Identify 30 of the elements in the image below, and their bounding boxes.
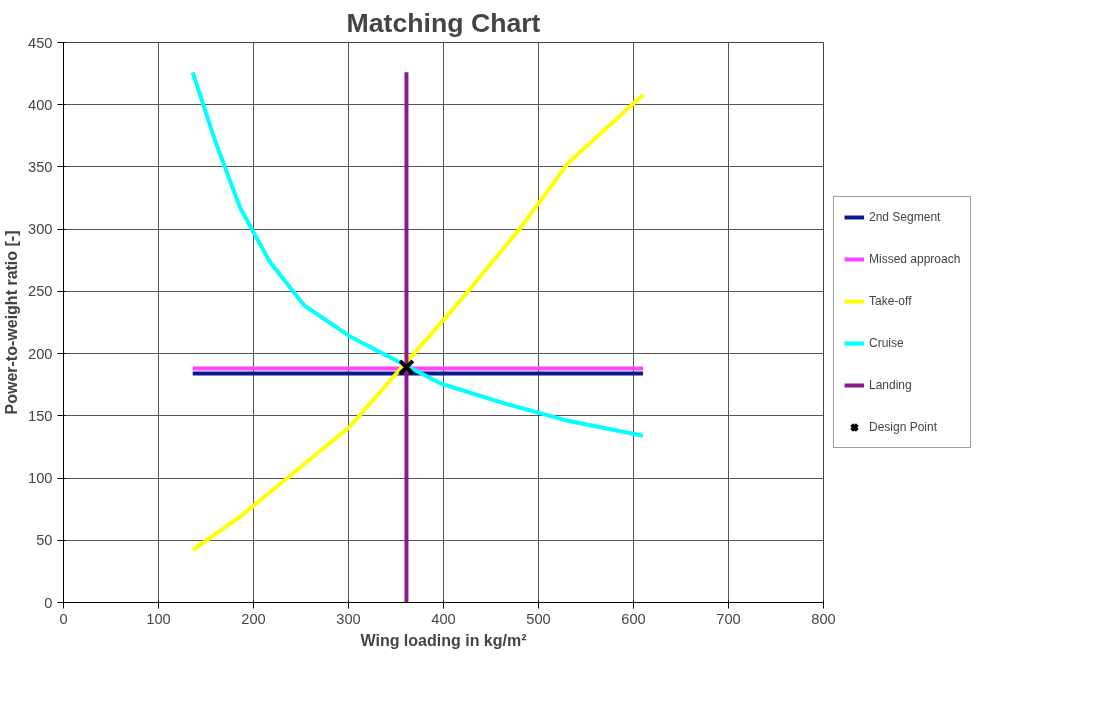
- legend-label: 2nd Segment: [869, 210, 941, 224]
- x-tick-label: 0: [59, 610, 68, 627]
- y-tick-label: 250: [28, 283, 53, 300]
- chart-title: Matching Chart: [346, 7, 541, 38]
- x-tick-label: 800: [811, 610, 836, 627]
- y-tick-label: 400: [28, 96, 53, 113]
- y-tick-label: 100: [28, 470, 53, 487]
- legend-label: Take-off: [869, 294, 912, 308]
- legend-label: Design Point: [869, 420, 938, 434]
- x-tick-label: 200: [241, 610, 266, 627]
- line-series: [190, 92, 645, 553]
- line-series: [190, 70, 645, 438]
- y-tick-label: 50: [36, 532, 53, 549]
- y-axis-title: Power-to-weight ratio [-]: [3, 230, 21, 415]
- x-tick-label: 300: [336, 610, 361, 627]
- legend-label: Missed approach: [869, 252, 961, 266]
- x-tick-label: 600: [621, 610, 646, 627]
- x-tick-label: 100: [146, 610, 171, 627]
- y-tick-label: 150: [28, 407, 53, 424]
- y-tick-label: 0: [44, 594, 53, 611]
- legend-label: Landing: [869, 378, 912, 392]
- y-tick-label: 200: [28, 345, 53, 362]
- x-tick-label: 400: [431, 610, 456, 627]
- x-tick-label: 700: [716, 610, 741, 627]
- y-tick-label: 350: [28, 158, 53, 175]
- x-axis-title: Wing loading in kg/m²: [360, 631, 527, 649]
- y-tick-label: 450: [28, 34, 53, 51]
- y-tick-label: 300: [28, 221, 53, 238]
- legend-label: Cruise: [869, 336, 904, 350]
- x-tick-label: 500: [526, 610, 551, 627]
